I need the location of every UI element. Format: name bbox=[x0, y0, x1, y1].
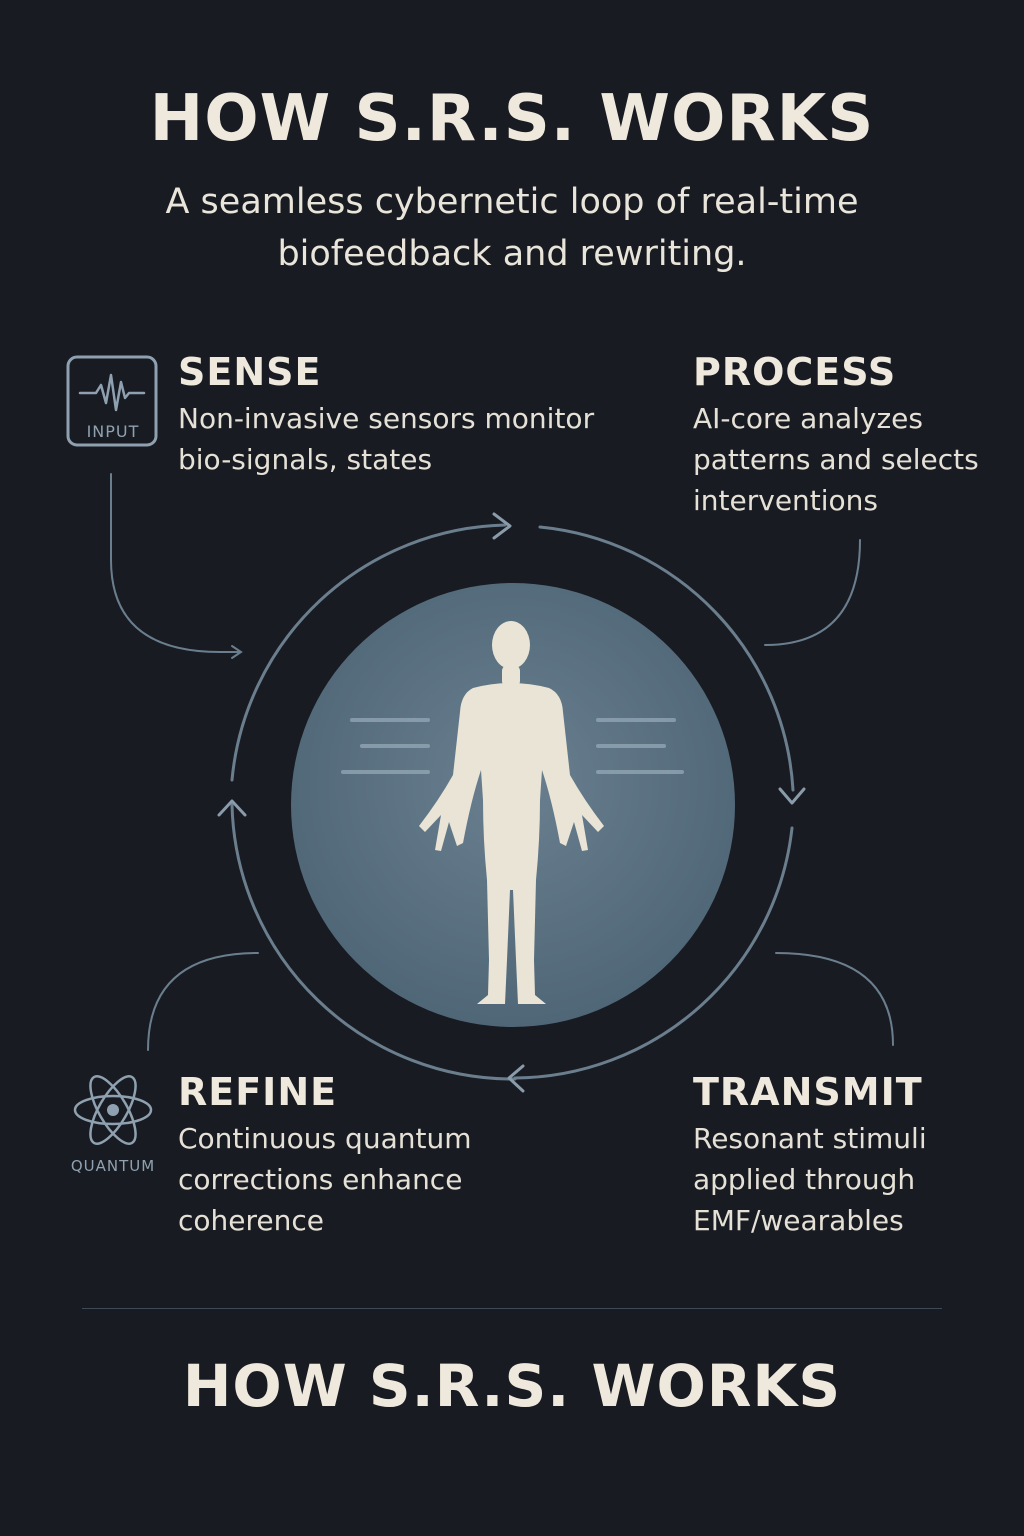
human-figure-icon bbox=[419, 621, 604, 1004]
input-badge-label: INPUT bbox=[86, 422, 140, 441]
step-transmit-title: TRANSMIT bbox=[693, 1070, 923, 1114]
arrow-bottom-icon bbox=[507, 1064, 525, 1093]
page-title: HOW S.R.S. WORKS bbox=[149, 82, 875, 156]
waveform-icon bbox=[78, 373, 146, 412]
step-sense-title: SENSE bbox=[178, 350, 322, 394]
arrow-left-icon bbox=[217, 799, 247, 817]
input-badge bbox=[66, 355, 158, 447]
step-sense: SENSE Non-invasive sensors monitor bio-s… bbox=[178, 350, 598, 480]
connector-process bbox=[764, 539, 861, 646]
loop-arc-bottom-left bbox=[230, 803, 517, 1081]
step-refine-title: REFINE bbox=[178, 1070, 338, 1114]
loop-arrows bbox=[217, 512, 806, 1093]
page-subtitle: A seamless cybernetic loop of real-time … bbox=[165, 182, 859, 274]
arrow-top-icon bbox=[492, 512, 512, 540]
quantum-badge-label: QUANTUM bbox=[70, 1157, 156, 1175]
connector-transmit bbox=[775, 952, 894, 1046]
step-sense-description: Non-invasive sensors monitor bio-signals… bbox=[178, 402, 595, 476]
loop-arc-bottom-right bbox=[513, 826, 794, 1080]
atom-icon bbox=[73, 1075, 153, 1145]
step-process: PROCESS AI-core analyzes patterns and se… bbox=[693, 350, 1023, 521]
step-refine-description: Continuous quantum corrections enhance c… bbox=[178, 1122, 472, 1237]
footer-title: HOW S.R.S. WORKS bbox=[182, 1352, 842, 1420]
connectors bbox=[110, 473, 894, 1051]
loop-ring bbox=[230, 523, 795, 1081]
connector-refine bbox=[147, 952, 259, 1051]
footer-divider bbox=[82, 1308, 942, 1309]
signal-bars bbox=[341, 718, 684, 774]
connector-sense bbox=[110, 473, 241, 653]
step-transmit: TRANSMIT Resonant stimuli applied throug… bbox=[693, 1070, 1023, 1241]
loop-arc-top-left bbox=[230, 523, 507, 782]
loop-arc-top-right bbox=[538, 525, 795, 792]
step-refine: REFINE Continuous quantum corrections en… bbox=[178, 1070, 508, 1241]
connector-sense-arrow bbox=[231, 645, 243, 659]
step-process-description: AI-core analyzes patterns and selects in… bbox=[693, 402, 979, 517]
arrow-right-icon bbox=[778, 787, 806, 805]
step-transmit-description: Resonant stimuli applied through EMF/wea… bbox=[693, 1122, 927, 1237]
step-process-title: PROCESS bbox=[693, 350, 897, 394]
